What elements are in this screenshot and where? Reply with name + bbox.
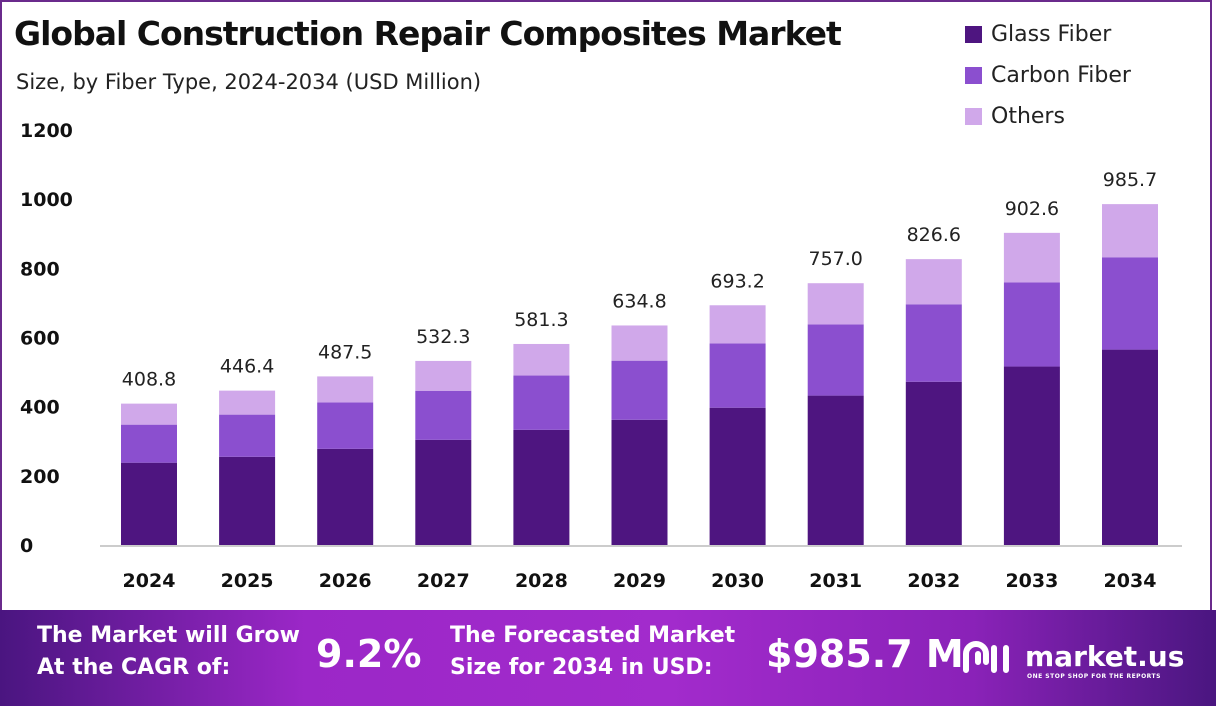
y-tick-label: 800 (20, 258, 60, 280)
chart-title: Global Construction Repair Composites Ma… (14, 14, 842, 53)
x-tick-label: 2025 (221, 570, 274, 592)
total-data-label: 446.4 (220, 356, 274, 378)
bar-segment-carbon-fiber (121, 424, 177, 463)
total-data-label: 826.6 (907, 224, 961, 246)
total-data-label: 408.8 (122, 369, 176, 391)
bar-segment-others (317, 376, 374, 403)
bar-segment-others (905, 259, 962, 305)
y-tick-label: 400 (20, 397, 60, 419)
x-tick-label: 2031 (809, 570, 862, 592)
chart-subtitle: Size, by Fiber Type, 2024-2034 (USD Mill… (16, 70, 482, 94)
x-tick-label: 2024 (123, 570, 176, 592)
legend-item-glass-fiber: Glass Fiber (965, 14, 1131, 55)
legend-item-carbon-fiber: Carbon Fiber (965, 55, 1131, 96)
legend-label: Glass Fiber (991, 22, 1112, 47)
cagr-label: The Market will Grow At the CAGR of: (37, 620, 300, 684)
x-tick-label: 2027 (417, 570, 470, 592)
bar-segment-glass-fiber (1003, 366, 1060, 545)
bar-segment-others (611, 325, 668, 361)
bar-segment-carbon-fiber (905, 304, 962, 382)
total-data-label: 985.7 (1103, 169, 1157, 191)
bar-segment-carbon-fiber (807, 324, 864, 396)
bar-segment-others (513, 343, 570, 376)
bar-chart: 0 200 400 600 800 1000 1200 408.8 2024 446.4 2025 4… (20, 120, 1182, 592)
x-tick-label: 2029 (613, 570, 666, 592)
legend-item-others: Others (965, 96, 1131, 137)
x-tick-label: 2034 (1104, 570, 1157, 592)
bar-segment-carbon-fiber (1102, 257, 1158, 350)
bar-segment-glass-fiber (807, 395, 864, 545)
legend: Glass Fiber Carbon Fiber Others (965, 14, 1131, 137)
bar-segment-glass-fiber (611, 419, 668, 545)
y-tick-label: 1000 (20, 189, 73, 211)
bar-segment-carbon-fiber (317, 402, 374, 449)
bar-segment-carbon-fiber (219, 414, 276, 457)
bar-segment-others (807, 283, 864, 325)
bar-segment-others (709, 305, 766, 344)
bar-segment-glass-fiber (415, 439, 472, 545)
bar-segment-others (121, 403, 177, 425)
legend-label: Others (991, 104, 1065, 129)
bar-segment-glass-fiber (905, 381, 962, 545)
cagr-value: 9.2% (316, 632, 422, 676)
total-data-label: 634.8 (612, 290, 666, 312)
bar-segment-others (1102, 204, 1158, 258)
x-tick-label: 2030 (711, 570, 764, 592)
bar-segment-glass-fiber (317, 448, 374, 545)
bar-segment-carbon-fiber (513, 375, 570, 430)
x-tick-label: 2026 (319, 570, 372, 592)
forecast-value: $985.7 M (766, 632, 964, 676)
total-data-label: 693.2 (710, 270, 764, 292)
market-us-logo-icon (963, 641, 1009, 673)
bar-segment-glass-fiber (219, 456, 276, 545)
cagr-label-line: The Market will Grow (37, 623, 300, 648)
logo-tagline: ONE STOP SHOP FOR THE REPORTS (1027, 673, 1161, 680)
forecast-label: The Forecasted Market Size for 2034 in US… (450, 620, 735, 684)
bar-segment-carbon-fiber (415, 390, 472, 440)
bar-segment-glass-fiber (513, 429, 570, 545)
bar-segment-glass-fiber (121, 462, 177, 545)
y-tick-label: 1200 (20, 120, 73, 142)
chart-frame (0, 0, 1212, 610)
legend-swatch (965, 108, 982, 125)
x-tick-label: 2033 (1005, 570, 1058, 592)
forecast-label-line: The Forecasted Market (450, 623, 736, 648)
bar-segment-others (219, 390, 276, 415)
total-data-label: 902.6 (1005, 198, 1059, 220)
bar-segment-glass-fiber (1102, 349, 1158, 545)
x-tick-label: 2028 (515, 570, 568, 592)
bar-segment-carbon-fiber (611, 360, 668, 420)
bar-segment-others (415, 360, 472, 391)
total-data-label: 532.3 (416, 326, 470, 348)
bar-segment-others (1003, 232, 1060, 283)
total-data-label: 757.0 (808, 248, 862, 270)
total-data-label: 487.5 (318, 341, 372, 363)
cagr-label-line: At the CAGR of: (37, 655, 231, 680)
legend-swatch (965, 67, 982, 84)
y-tick-label: 0 (20, 535, 33, 557)
y-tick-label: 600 (20, 328, 60, 350)
bar-segment-carbon-fiber (709, 343, 766, 408)
total-data-label: 581.3 (514, 309, 568, 331)
legend-label: Carbon Fiber (991, 63, 1131, 88)
y-tick-label: 200 (20, 466, 60, 488)
bar-segment-glass-fiber (709, 407, 766, 545)
logo-text: market.us (1025, 640, 1185, 673)
footer-banner: The Market will Grow At the CAGR of: 9.2%… (0, 610, 1216, 706)
bar-segment-carbon-fiber (1003, 282, 1060, 367)
legend-swatch (965, 26, 982, 43)
forecast-label-line: Size for 2034 in USD: (450, 655, 713, 680)
x-tick-label: 2032 (907, 570, 960, 592)
